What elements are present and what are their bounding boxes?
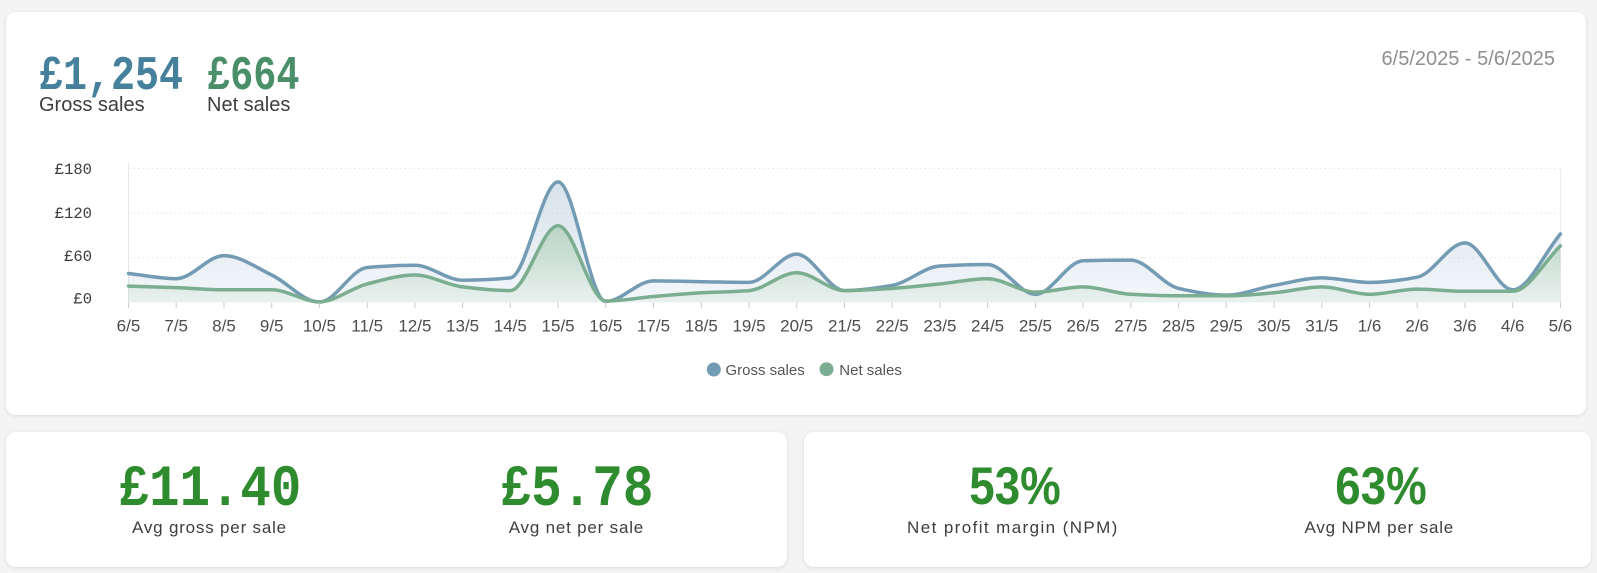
svg-text:8/5: 8/5: [212, 317, 236, 336]
svg-text:4/6: 4/6: [1501, 317, 1525, 336]
svg-text:12/5: 12/5: [398, 317, 431, 336]
svg-text:24/5: 24/5: [971, 317, 1004, 336]
svg-text:£180: £180: [55, 161, 92, 179]
svg-text:19/5: 19/5: [732, 317, 765, 336]
svg-text:1/6: 1/6: [1358, 317, 1382, 336]
svg-text:27/5: 27/5: [1114, 317, 1147, 336]
svg-text:26/5: 26/5: [1067, 317, 1100, 336]
svg-text:22/5: 22/5: [876, 317, 909, 336]
svg-text:23/5: 23/5: [923, 317, 956, 336]
svg-text:29/5: 29/5: [1210, 317, 1243, 336]
svg-text:14/5: 14/5: [494, 317, 527, 336]
svg-text:11/5: 11/5: [351, 317, 383, 336]
svg-text:25/5: 25/5: [1019, 317, 1052, 336]
svg-text:16/5: 16/5: [589, 317, 622, 336]
svg-text:17/5: 17/5: [637, 317, 670, 336]
svg-text:20/5: 20/5: [780, 317, 813, 336]
svg-text:21/5: 21/5: [828, 317, 861, 336]
svg-text:6/5: 6/5: [117, 317, 141, 336]
svg-text:3/6: 3/6: [1453, 317, 1477, 336]
svg-text:2/6: 2/6: [1405, 317, 1429, 336]
svg-text:28/5: 28/5: [1162, 317, 1195, 336]
svg-text:£60: £60: [64, 248, 92, 266]
svg-text:30/5: 30/5: [1257, 317, 1290, 336]
svg-text:15/5: 15/5: [542, 317, 575, 336]
svg-text:31/5: 31/5: [1305, 317, 1338, 336]
svg-text:9/5: 9/5: [260, 317, 284, 336]
svg-text:£0: £0: [73, 290, 92, 308]
svg-text:5/6: 5/6: [1549, 317, 1573, 336]
svg-text:£120: £120: [55, 205, 92, 223]
svg-text:13/5: 13/5: [446, 317, 479, 336]
svg-text:Gross sales: Gross sales: [726, 362, 805, 379]
svg-text:7/5: 7/5: [164, 317, 188, 336]
svg-text:Net sales: Net sales: [839, 362, 902, 379]
svg-text:10/5: 10/5: [303, 317, 336, 336]
svg-text:18/5: 18/5: [685, 317, 718, 336]
